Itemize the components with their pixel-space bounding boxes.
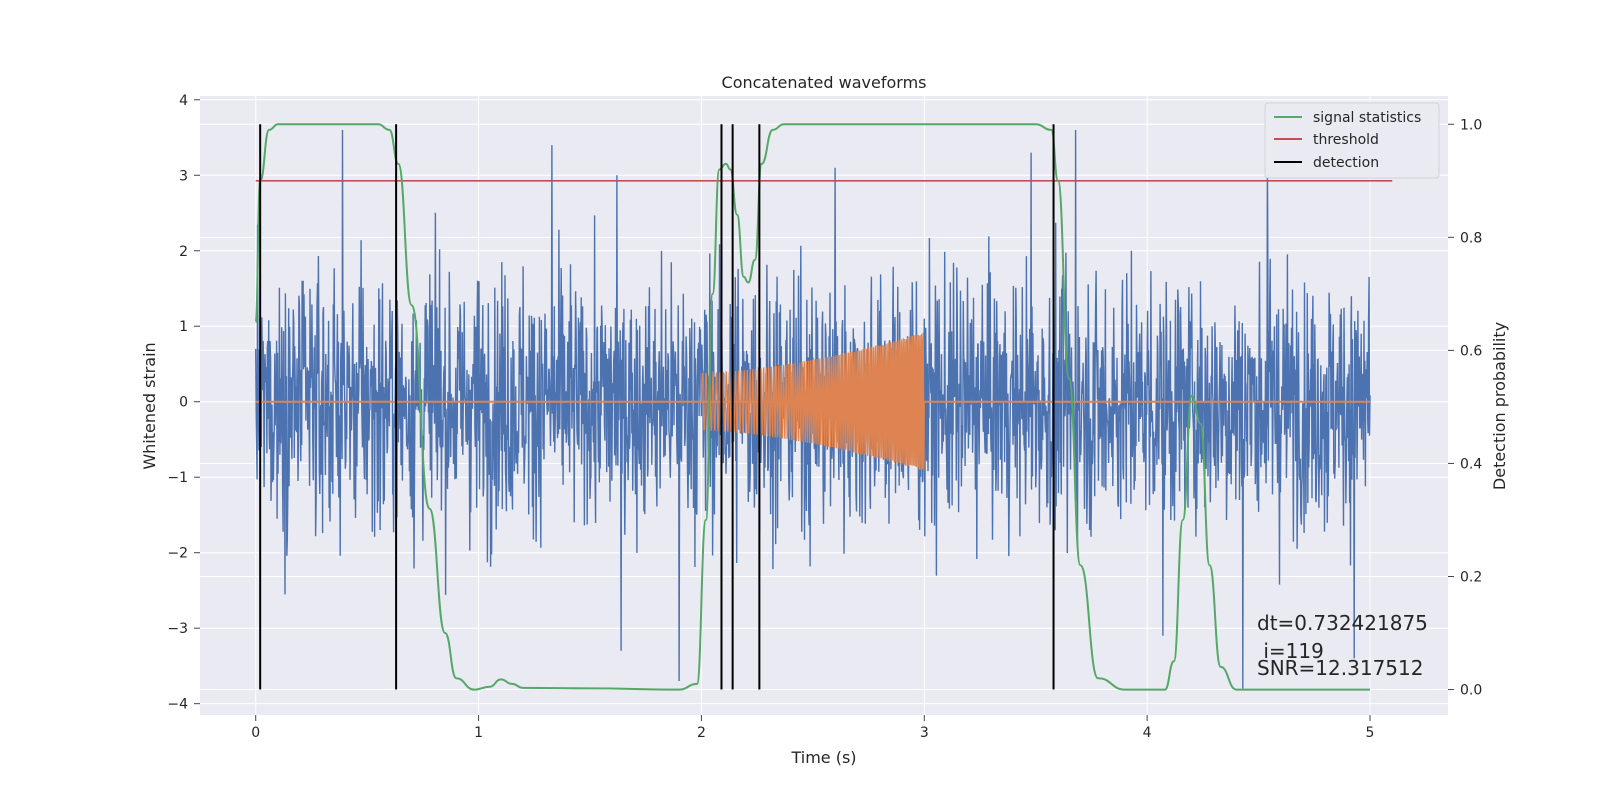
x-axis-label: Time (s) (790, 748, 856, 767)
x-tick-label: 5 (1366, 725, 1375, 741)
legend-label-detection: detection (1313, 155, 1379, 171)
legend: signal statistics threshold detection (1264, 102, 1440, 179)
signal-statistics-line (254, 123, 1370, 691)
y-tick-label: 0 (179, 395, 188, 411)
y-tick-label: 4 (179, 93, 188, 109)
x-tick-label: 1 (474, 725, 483, 741)
y-tick-label: 2 (179, 244, 188, 260)
annotation-snr: SNR=12.317512 (1257, 656, 1423, 680)
x-tick-label: 2 (697, 725, 706, 741)
y-right-tick-label: 0.6 (1460, 343, 1482, 359)
y-tick-label: 1 (179, 319, 188, 335)
data-layer (254, 123, 1393, 691)
legend-box (1264, 102, 1440, 179)
y-tick-label: −2 (167, 546, 188, 562)
legend-label-threshold: threshold (1313, 132, 1379, 148)
y-right-tick-label: 0.4 (1460, 456, 1482, 472)
y-right-tick-label: 1.0 (1460, 117, 1482, 133)
legend-label-signal-statistics: signal statistics (1313, 110, 1421, 126)
y-axis-label: Whitened strain (140, 342, 159, 469)
y-tick-label: −4 (167, 697, 188, 713)
chart-title: Concatenated waveforms (722, 73, 927, 92)
x-tick-label: 3 (920, 725, 929, 741)
ticks: 0 1 2 3 4 5 4 3 2 1 0 −1 −2 −3 −4 1.0 0.8 0.6 0.4 0.2 0.0 (167, 93, 1482, 741)
x-tick-label: 0 (251, 725, 260, 741)
injected-chirp-signal (700, 332, 925, 471)
annotation-dt: dt=0.732421875 (1257, 611, 1428, 635)
y-tick-label: −1 (167, 470, 188, 486)
x-tick-label: 4 (1143, 725, 1152, 741)
strain-noise-trace (255, 129, 1371, 689)
y-tick-label: 3 (179, 168, 188, 184)
y-right-tick-label: 0.0 (1460, 683, 1482, 699)
y-right-tick-label: 0.8 (1460, 230, 1482, 246)
annotation-index: i=119 (1257, 639, 1324, 663)
y-tick-label: −3 (167, 621, 188, 637)
y-right-tick-label: 0.2 (1460, 570, 1482, 586)
y-axis-right-label: Detection probability (1490, 322, 1509, 490)
